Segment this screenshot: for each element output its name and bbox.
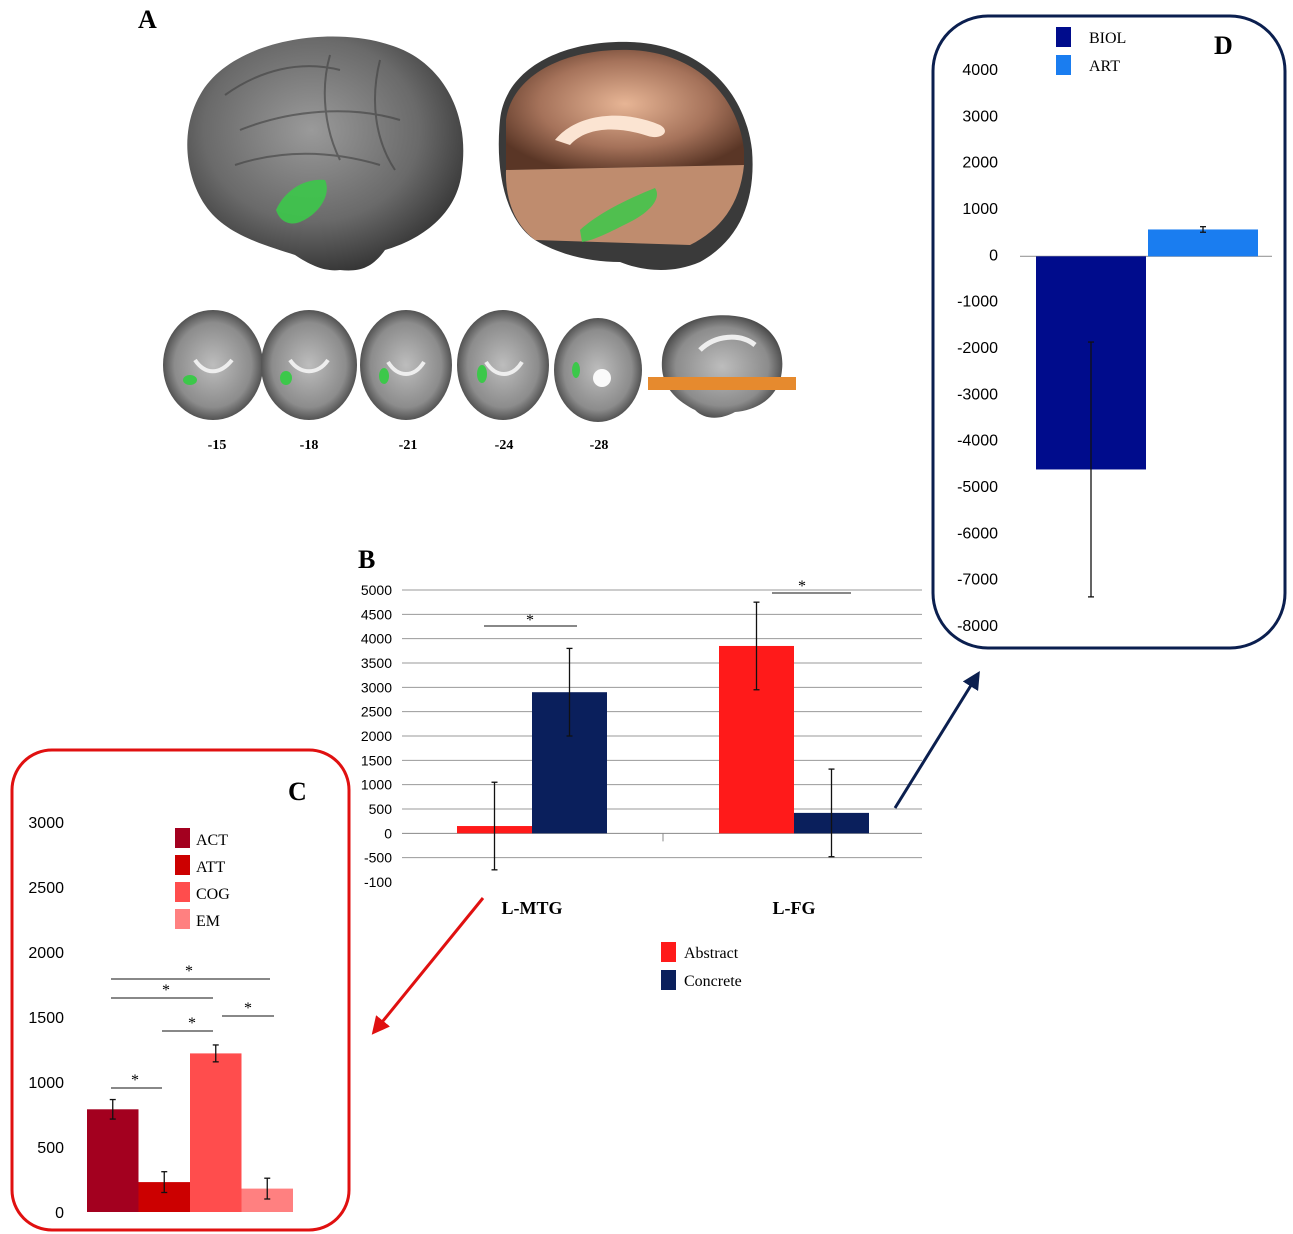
y-tick-label: -1000 [957, 294, 998, 311]
legend-swatch [661, 970, 676, 990]
y-tick-label: 1000 [962, 201, 998, 218]
medial-brain-image [498, 41, 753, 270]
slice-label: -21 [399, 438, 418, 453]
legend-swatch [175, 855, 190, 875]
panel-b-letter: B [358, 545, 375, 574]
roi-left-mtg [276, 179, 327, 224]
y-tick-label: -4000 [957, 433, 998, 450]
legend-label: Concrete [684, 973, 742, 990]
legend-label: BIOL [1089, 30, 1126, 47]
legend-swatch [175, 909, 190, 929]
y-tick-label: -7000 [957, 572, 998, 589]
legend-label: Abstract [684, 945, 739, 962]
axial-slice [360, 310, 452, 420]
y-tick-label: 0 [55, 1205, 64, 1222]
slice-label: -18 [300, 438, 319, 453]
significance-star: * [244, 1000, 252, 1017]
chart-c: 3000 2500 2000 1500 1000 500 0 ACT ATT COG EM * * * * * [28, 815, 293, 1222]
sagittal-reference-slice [648, 315, 796, 418]
significance-star: * [131, 1072, 139, 1089]
y-tick-label: -3000 [957, 386, 998, 403]
legend-label: EM [196, 913, 220, 930]
panel-b: B 50004500400035003000250020001500100050… [358, 545, 922, 990]
y-tick-label: 3500 [361, 655, 392, 671]
y-tick-label: -2000 [957, 340, 998, 357]
y-tick-label: 2000 [28, 945, 64, 962]
y-tick-label: 4000 [962, 62, 998, 79]
y-tick-label: 3000 [962, 108, 998, 125]
legend-swatch [661, 942, 676, 962]
bar-cog [190, 1053, 242, 1212]
axial-slice [163, 310, 263, 420]
y-tick-label: -500 [364, 850, 392, 866]
y-tick-label: 3000 [361, 679, 392, 695]
panel-c-border [10, 748, 351, 1232]
panel-d: D 4000 3000 2000 1000 0 -1000 -2000 -3000 -4000 -… [931, 14, 1287, 650]
significance-star: * [188, 1015, 196, 1032]
significance-star: * [526, 612, 534, 629]
y-tick-label: 2500 [361, 704, 392, 720]
chart-d: 4000 3000 2000 1000 0 -1000 -2000 -3000 -4000 -50… [957, 27, 1272, 635]
y-tick-label: -5000 [957, 479, 998, 496]
y-tick-label: 3000 [28, 815, 64, 832]
y-tick-label: 4000 [361, 631, 392, 647]
legend-label: ACT [196, 832, 228, 849]
arrow-to-panel-d [893, 670, 980, 809]
legend-swatch [175, 882, 190, 902]
legend-swatch [1056, 27, 1071, 47]
panel-a-letter: A [138, 5, 157, 34]
lateral-brain-image [187, 36, 464, 271]
x-category-label: L-MTG [502, 898, 563, 918]
y-tick-label: -6000 [957, 525, 998, 542]
axial-slice [261, 310, 357, 420]
slice-label: -15 [208, 438, 227, 453]
y-tick-label: 1500 [361, 752, 392, 768]
slice-level-marker [648, 377, 796, 390]
y-tick-label: 5000 [361, 582, 392, 598]
y-tick-label: -8000 [957, 618, 998, 635]
y-tick-label: 4500 [361, 606, 392, 622]
bar-em [241, 1188, 293, 1212]
slice-label: -24 [495, 438, 514, 453]
axial-slices [163, 310, 796, 422]
y-tick-label: 2000 [962, 155, 998, 172]
y-tick-label: 1000 [28, 1075, 64, 1092]
y-tick-label: 0 [384, 825, 392, 841]
roi-medial-mtg [580, 188, 658, 242]
bar-act [87, 1109, 139, 1212]
y-tick-label: 2500 [28, 880, 64, 897]
chart-b: 5000450040003500300025002000150010005000… [361, 578, 922, 990]
y-tick-label: 2000 [361, 728, 392, 744]
legend-label: ATT [196, 859, 226, 876]
significance-star: * [798, 578, 806, 595]
slice-label: -28 [590, 438, 609, 453]
y-tick-label: 1500 [28, 1010, 64, 1027]
arrow-to-panel-c [371, 897, 485, 1035]
panel-a: A [138, 5, 796, 453]
legend-label: COG [196, 886, 230, 903]
panel-d-border [931, 14, 1287, 650]
panel-d-letter: D [1214, 31, 1233, 60]
legend-swatch [1056, 55, 1071, 75]
y-tick-label: 500 [369, 801, 393, 817]
bar-art [1148, 229, 1258, 257]
legend-swatch [175, 828, 190, 848]
panel-c-letter: C [288, 777, 307, 806]
axial-slice [554, 318, 642, 422]
panel-c: C 3000 2500 2000 1500 1000 500 0 ACT ATT COG EM * * *… [10, 748, 351, 1232]
axial-slice [457, 310, 549, 420]
significance-star: * [185, 963, 193, 980]
y-tick-label: 500 [37, 1140, 64, 1157]
y-tick-label: 0 [989, 247, 998, 264]
x-category-label: L-FG [773, 898, 816, 918]
slice-labels: -15 -18 -21 -24 -28 [208, 438, 609, 453]
y-tick-label: 1000 [361, 777, 392, 793]
y-tick-label: -100 [364, 874, 392, 890]
legend-label: ART [1089, 58, 1120, 75]
significance-star: * [162, 982, 170, 999]
